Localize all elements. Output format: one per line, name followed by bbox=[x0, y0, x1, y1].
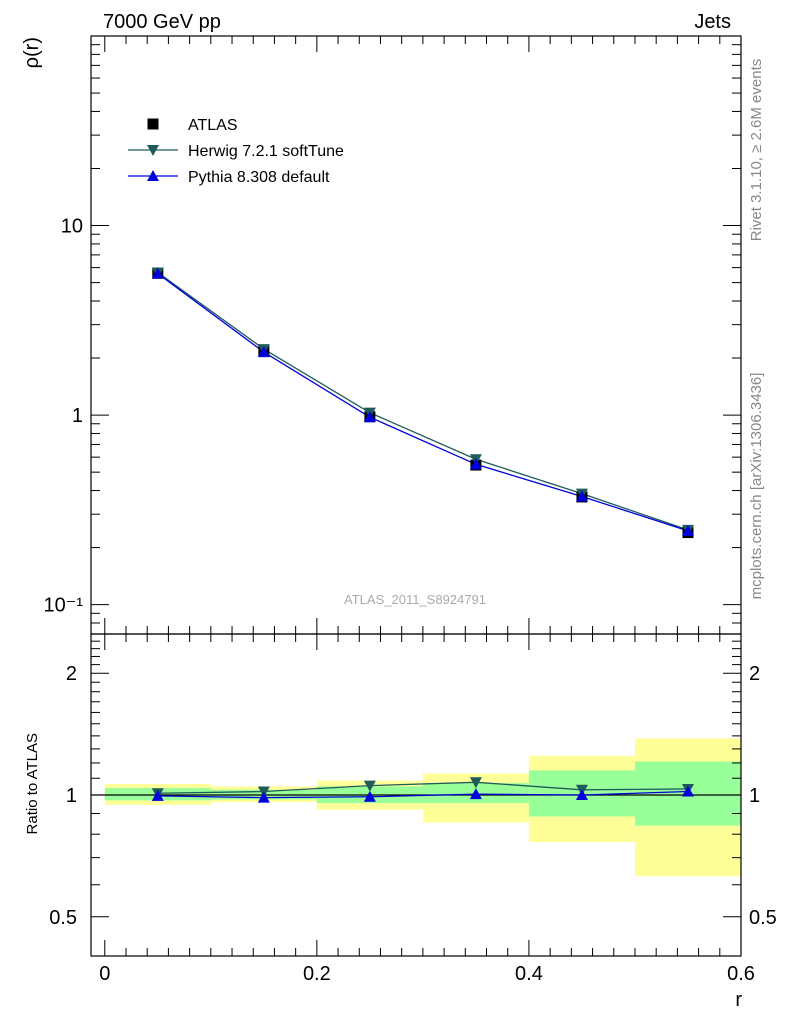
ratio-series-line bbox=[157, 781, 688, 794]
ratio-data-point bbox=[151, 789, 164, 801]
ratio-data-point bbox=[575, 789, 588, 800]
ratio-data-point bbox=[681, 785, 694, 797]
legend-marker bbox=[147, 118, 159, 130]
series-line bbox=[157, 273, 689, 532]
data-point bbox=[363, 411, 376, 423]
ratio-data-point bbox=[257, 791, 270, 803]
data-point bbox=[151, 267, 164, 279]
header-left-title: 7000 GeV pp bbox=[103, 11, 221, 33]
legend-entry: Pythia 8.308 default bbox=[188, 169, 330, 186]
watermark: ATLAS_2011_S8924791 bbox=[344, 592, 486, 607]
ratio-ytick-label-right: 2 bbox=[749, 663, 760, 685]
ratio-data-point bbox=[469, 777, 482, 789]
legend: ATLAS Herwig 7.2.1 softTune Pythia 8.308 d… bbox=[128, 117, 344, 186]
xtick-label: 0.4 bbox=[515, 963, 543, 985]
xtick-label: 0.6 bbox=[727, 963, 755, 985]
series-line bbox=[157, 272, 689, 531]
main-ytick-label: 10⁻¹ bbox=[44, 595, 84, 617]
legend-marker bbox=[147, 145, 159, 156]
ratio-data-point bbox=[363, 780, 376, 792]
legend-entry: Herwig 7.2.1 softTune bbox=[188, 143, 344, 160]
ratio-xlabel: r bbox=[735, 989, 742, 1011]
header-right-title: Jets bbox=[694, 11, 731, 33]
ratio-ytick-label: 2 bbox=[66, 663, 77, 685]
xtick-label: 0.2 bbox=[303, 963, 331, 985]
xtick-label: 0 bbox=[99, 963, 110, 985]
main-ylabel: ρ(r) bbox=[21, 37, 43, 68]
side-label-top: Rivet 3.1.10, ≥ 2.6M events bbox=[748, 59, 765, 242]
ratio-ytick-label: 0.5 bbox=[49, 907, 77, 929]
data-point bbox=[469, 458, 482, 470]
main-ytick-label: 10 bbox=[61, 216, 83, 238]
ratio-ytick-label-right: 0.5 bbox=[749, 907, 777, 929]
ratio-ylabel: Ratio to ATLAS bbox=[24, 733, 41, 834]
uncertainty-bands bbox=[104, 738, 741, 877]
data-point bbox=[257, 346, 270, 358]
ratio-data-point bbox=[363, 790, 376, 802]
data-point bbox=[681, 524, 694, 536]
ratio-data-point bbox=[469, 788, 482, 800]
main-ytick-label: 1 bbox=[72, 405, 83, 427]
legend-marker bbox=[147, 170, 159, 181]
ratio-frame bbox=[90, 633, 742, 957]
ratio-series-line bbox=[157, 790, 689, 799]
legend-entry: ATLAS bbox=[188, 117, 238, 134]
ratio-ytick-label-right: 1 bbox=[749, 785, 760, 807]
side-label-bottom: mcplots.cern.ch [arXiv:1306.3436] bbox=[748, 373, 765, 600]
ratio-ytick-label: 1 bbox=[66, 785, 77, 807]
data-point bbox=[575, 490, 588, 502]
